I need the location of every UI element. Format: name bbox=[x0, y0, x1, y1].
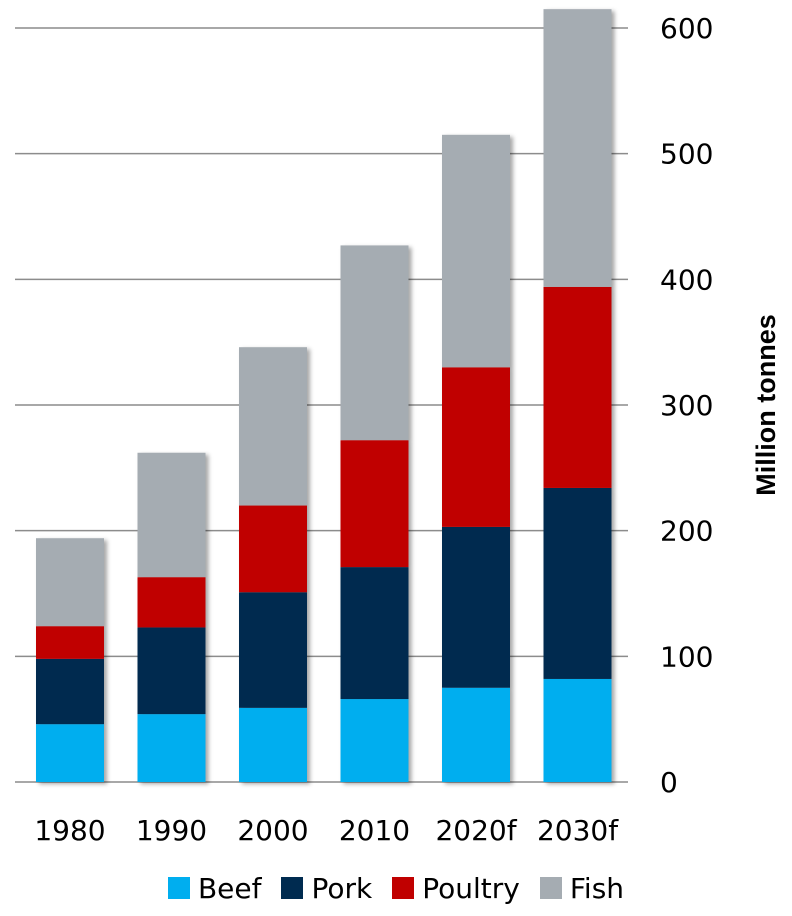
bar-stack-1980 bbox=[36, 538, 104, 782]
bar-stack-2010 bbox=[340, 245, 409, 782]
legend-swatch bbox=[167, 877, 190, 899]
bar-segment-beef-2020f bbox=[442, 687, 510, 782]
bar-segment-poultry-2030f bbox=[543, 286, 612, 488]
chart-legend: Beef Pork Poultry Fish bbox=[0, 866, 792, 910]
y-tick-label: 100 bbox=[660, 640, 713, 673]
bar-segment-poultry-1990 bbox=[137, 577, 206, 628]
bar-segment-beef-2010 bbox=[340, 699, 409, 782]
bar-segment-fish-2030f bbox=[543, 9, 612, 287]
x-tick-label: 2030f bbox=[537, 814, 619, 847]
legend-label: Pork bbox=[311, 871, 373, 905]
y-tick-label: 400 bbox=[660, 263, 713, 296]
y-tick-label: 600 bbox=[660, 12, 713, 45]
x-tick-label: 2010 bbox=[339, 814, 410, 847]
legend-swatch bbox=[539, 877, 562, 899]
legend-swatch bbox=[392, 877, 415, 899]
bar-segment-poultry-2010 bbox=[340, 440, 409, 568]
bar-stack-1990 bbox=[137, 452, 206, 782]
bar-stack-2030f bbox=[543, 9, 612, 782]
y-tick-label: 300 bbox=[660, 389, 713, 422]
bar-segment-beef-2030f bbox=[543, 678, 612, 782]
legend-swatch bbox=[281, 877, 304, 899]
y-tick-label: 500 bbox=[660, 138, 713, 171]
y-tick-label: 200 bbox=[660, 515, 713, 548]
legend-item-pork: Pork bbox=[281, 872, 372, 905]
bar-segment-poultry-2020f bbox=[442, 367, 510, 527]
bar-segment-pork-1980 bbox=[36, 658, 104, 725]
bar-stack-2000 bbox=[239, 347, 307, 782]
chart-plot: 0 100 200 300 400 500 600 Million tonnes 1980 199… bbox=[15, 9, 781, 847]
bar-segment-pork-2000 bbox=[239, 592, 307, 708]
bar-segment-fish-2010 bbox=[340, 245, 409, 441]
x-tick-label: 2020f bbox=[435, 814, 517, 847]
legend-label: Fish bbox=[569, 871, 625, 905]
legend-item-poultry: Poultry bbox=[392, 872, 520, 905]
bar-segment-fish-1980 bbox=[36, 538, 104, 627]
y-axis-label: Million tonnes bbox=[751, 314, 781, 496]
bar-segment-pork-1990 bbox=[137, 627, 206, 715]
bar-segment-beef-1980 bbox=[36, 724, 104, 782]
legend-label: Beef bbox=[197, 871, 262, 905]
y-tick-label: 0 bbox=[660, 766, 678, 799]
bar-segment-beef-2000 bbox=[239, 707, 307, 782]
bar-segment-pork-2030f bbox=[543, 487, 612, 679]
bar-segment-fish-2020f bbox=[442, 134, 510, 368]
legend-label: Poultry bbox=[422, 871, 520, 905]
bar-segment-poultry-2000 bbox=[239, 505, 307, 593]
bar-segment-poultry-1980 bbox=[36, 626, 104, 659]
legend-item-fish: Fish bbox=[539, 871, 625, 905]
bar-segment-beef-1990 bbox=[137, 714, 206, 782]
x-tick-label: 1990 bbox=[136, 814, 207, 847]
legend-item-beef: Beef bbox=[167, 871, 262, 905]
bar-segment-fish-2000 bbox=[239, 347, 307, 506]
x-tick-label: 1980 bbox=[34, 814, 105, 847]
bar-stack-2020f bbox=[442, 134, 510, 782]
bar-segment-pork-2010 bbox=[340, 567, 409, 700]
x-tick-label: 2000 bbox=[237, 814, 308, 847]
bar-segment-pork-2020f bbox=[442, 526, 510, 688]
bar-segment-fish-1990 bbox=[137, 452, 206, 578]
